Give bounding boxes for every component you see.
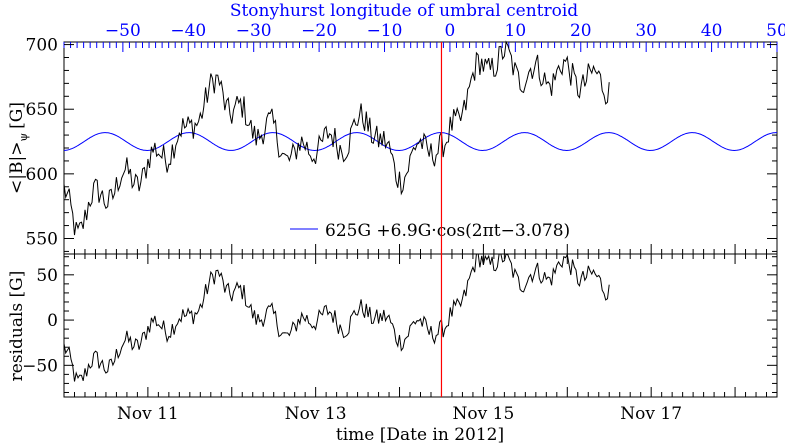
x-tick-label: Nov 17 — [620, 404, 682, 424]
upper-y-tick-label: 550 — [26, 229, 58, 249]
top-axis-tick-label: −30 — [236, 21, 272, 41]
top-axis-tick-label: 0 — [445, 21, 456, 41]
legend-label: 625G +6.9G·cos(2πt−3.078) — [325, 221, 570, 241]
top-axis-tick-label: −40 — [170, 21, 206, 41]
upper-y-axis: 550 600 650 700 — [26, 36, 777, 252]
lower-y-axis-title: residuals [G] — [7, 271, 27, 382]
upper-y-tick-label: 700 — [26, 36, 58, 56]
lower-panel-frame — [63, 253, 778, 398]
top-axis: −50 −40 −30 −20 −10 0 10 20 30 40 50 — [63, 21, 785, 52]
upper-y-axis-title: <|B|>ψ [G] — [7, 102, 30, 194]
top-axis-tick-label: 10 — [505, 21, 527, 41]
top-axis-tick-label: 20 — [570, 21, 592, 41]
upper-y-tick-label: 650 — [26, 100, 58, 120]
upper-y-tick-label: 600 — [26, 165, 58, 185]
top-axis-tick-label: 50 — [766, 21, 785, 41]
lower-y-tick-label: −50 — [22, 356, 58, 376]
observed-series-line — [63, 40, 610, 236]
x-tick-label: Nov 11 — [117, 404, 179, 424]
lower-y-tick-label: 50 — [36, 266, 58, 286]
lower-x-axis: Nov 11 Nov 13 Nov 15 Nov 17 — [63, 254, 778, 424]
top-axis-tick-label: −10 — [367, 21, 403, 41]
residual-series-line — [63, 253, 610, 382]
lower-y-tick-label: 0 — [47, 311, 58, 331]
lower-y-axis: −50 0 50 — [22, 256, 777, 393]
x-tick-label: Nov 13 — [285, 404, 347, 424]
upper-panel: −50 −40 −30 −20 −10 0 10 20 30 40 50 550600650700 … — [7, 1, 785, 255]
upper-x-ticks — [63, 244, 778, 254]
upper-y-axis-title-sub: ψ — [17, 133, 30, 142]
top-axis-tick-label: 30 — [635, 21, 657, 41]
top-axis-title: Stonyhurst longitude of umbral centroid — [230, 1, 578, 21]
top-axis-tick-label: −20 — [301, 21, 337, 41]
top-axis-tick-label: −50 — [105, 21, 141, 41]
lower-panel: −50 0 50 Nov 11 Nov 13 Nov 15 Nov 17 residual… — [7, 253, 778, 445]
x-tick-label: Nov 15 — [453, 404, 515, 424]
upper-y-axis-title-unit: [G] — [7, 102, 27, 129]
upper-y-axis-title-main: <|B|> — [7, 142, 27, 194]
legend: 625G +6.9G·cos(2πt−3.078) — [290, 221, 570, 241]
top-axis-tick-label: 40 — [701, 21, 723, 41]
x-axis-title: time [Date in 2012] — [336, 425, 504, 445]
